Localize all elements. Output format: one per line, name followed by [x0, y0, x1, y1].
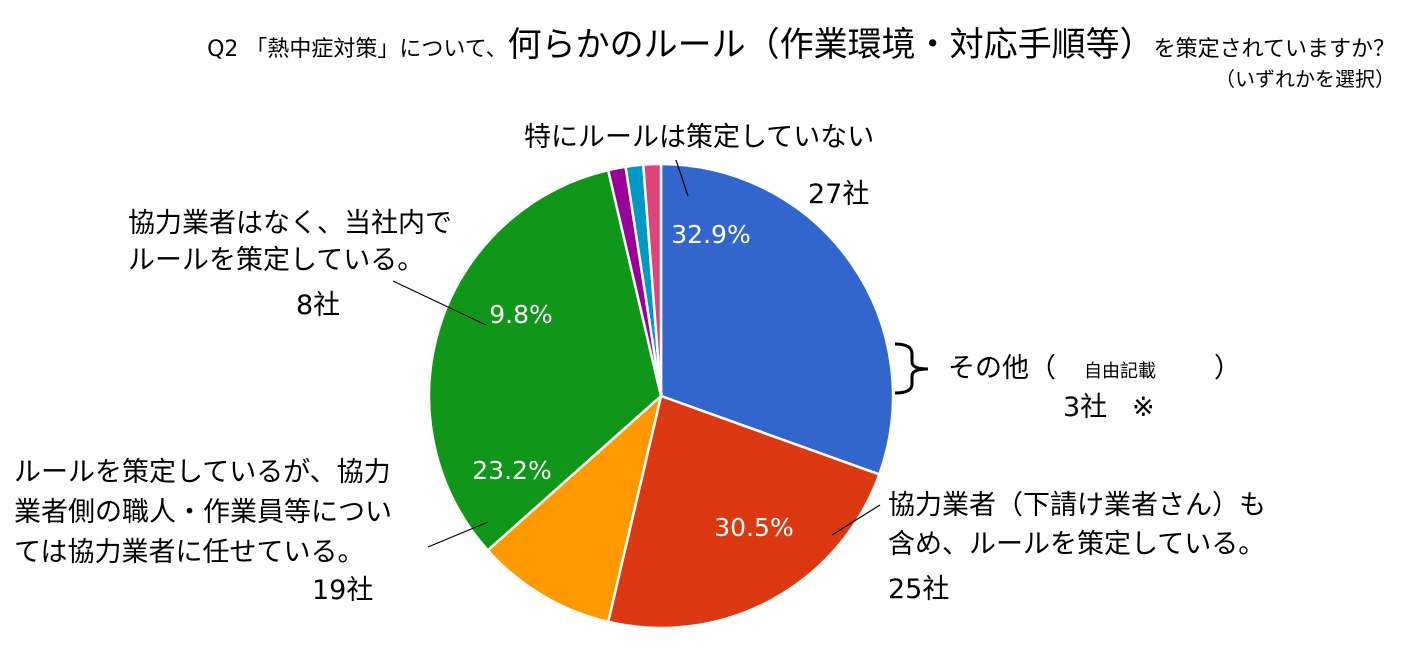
chart-title: Q2 「熱中症対策」について、何らかのルール（作業環境・対応手順等）を策定されて…	[207, 25, 1395, 65]
brace-icon	[894, 342, 929, 395]
title-prefix: Q2 「熱中症対策」について、	[207, 37, 508, 62]
label-blue-line2: 含め、ルールを策定している。	[888, 529, 1265, 560]
leader-line-orange	[392, 280, 487, 326]
pie-slice-3	[427, 168, 663, 553]
pct-label-blue: 30.5%	[714, 513, 793, 542]
label-red-line1: ルールを策定しているが、協力	[14, 457, 391, 488]
pie-slices	[427, 162, 895, 630]
count-green: 27社	[808, 179, 869, 210]
title-emphasis: 何らかのルール（作業環境・対応手順等）	[508, 25, 1154, 65]
pct-label-orange: 9.8%	[489, 300, 553, 329]
pie-slice-0	[659, 162, 895, 477]
leader-line-blue	[831, 504, 881, 536]
leader-line-green	[675, 159, 689, 197]
label-other-prefix: その他（	[948, 353, 1056, 384]
label-blue-line1: 協力業者（下請け業者さん）も	[888, 490, 1266, 521]
label-other-note: 自由記載	[1084, 361, 1156, 382]
chart-subtitle: （いずれかを選択）	[1215, 67, 1395, 91]
label-red-line3: ては協力業者に任せている。	[14, 537, 364, 568]
count-red: 19社	[312, 575, 373, 606]
label-orange-line1: 協力業者はなく、当社内で	[128, 208, 452, 239]
label-other-suffix: ）	[1214, 353, 1241, 384]
pie-slice-1	[606, 394, 881, 630]
label-orange-line2: ルールを策定している。	[128, 245, 424, 276]
label-red-line2: 業者側の職人・作業員等につい	[14, 497, 392, 528]
leader-line-red	[427, 521, 489, 548]
pie-slice-2	[486, 392, 664, 624]
pct-label-red: 23.2%	[472, 456, 551, 485]
title-suffix: を策定されていますか？	[1154, 37, 1395, 62]
count-orange: 8社	[296, 290, 340, 321]
count-other: 3社	[1063, 392, 1107, 423]
count-blue: 25社	[888, 574, 949, 605]
pie-slice-6	[641, 162, 663, 397]
other-mark: ※	[1132, 392, 1155, 423]
pct-label-green: 32.9%	[671, 220, 750, 249]
label-green: 特にルールは策定していない	[524, 122, 874, 153]
